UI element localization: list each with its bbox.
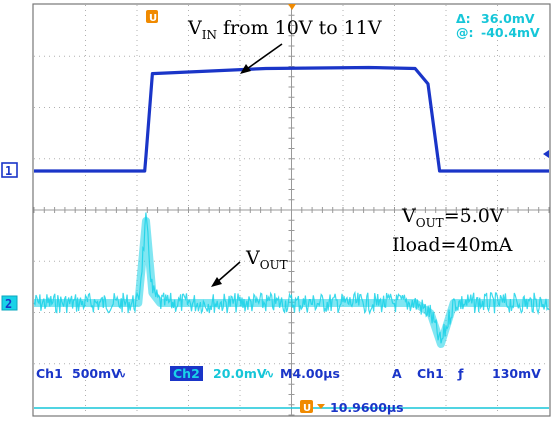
at-value: -40.4mV	[481, 25, 540, 40]
svg-text:U: U	[149, 13, 157, 24]
ch2-ground-marker: 2	[1, 295, 18, 311]
status-bar: Ch1 500mV ∿ Ch2 20.0mV ∿ M4.00µs A Ch1 ƒ…	[36, 366, 541, 381]
ch1-coupling: ∿	[116, 366, 126, 381]
delta-label: Δ:	[456, 11, 471, 26]
annotation-arrows	[211, 43, 283, 287]
trigger-position-marker	[288, 4, 296, 10]
vout-arrowhead	[211, 277, 222, 287]
cursor-time-readout: U 10.9600µs	[300, 400, 404, 415]
svg-text:1: 1	[5, 164, 12, 178]
waveform-traces	[33, 65, 550, 348]
vout-setting-annotation: VOUT=5.0V	[401, 205, 504, 230]
trigger-slope: ƒ	[457, 366, 464, 381]
vin-annotation: VIN from 10V to 11V	[187, 17, 382, 42]
ch2-label: Ch2	[173, 366, 200, 381]
ch1-ground-marker: 1	[1, 162, 18, 178]
vin-arrowhead	[240, 64, 251, 74]
svg-text:U: U	[303, 403, 311, 414]
svg-text:2: 2	[5, 297, 12, 311]
ch1-label: Ch1	[36, 366, 63, 381]
iload-annotation: Iload=40mA	[392, 234, 513, 256]
vin-arrow	[243, 43, 283, 72]
ch2-trace	[34, 217, 549, 348]
at-label: @:	[456, 25, 474, 40]
vout-annotation: VOUT	[245, 247, 288, 272]
ch2-coupling: ∿	[264, 366, 274, 381]
cursor-marker: U	[146, 10, 158, 24]
trigger-level-marker	[543, 150, 549, 158]
ch2-label-box	[170, 366, 203, 381]
cursor-readout: Δ: 36.0mV @: -40.4mV	[456, 11, 540, 40]
delta-value: 36.0mV	[481, 11, 535, 26]
ch2-scale: 20.0mV	[213, 366, 267, 381]
ch1-trace	[34, 65, 549, 173]
vout-arrow	[215, 261, 241, 284]
cursor-time-value: 10.9600µs	[330, 400, 404, 415]
trigger-level: 130mV	[492, 366, 541, 381]
graticule	[33, 4, 550, 416]
timebase: M4.00µs	[280, 366, 340, 381]
trigger-mode: A	[392, 366, 402, 381]
ch1-scale: 500mV	[72, 366, 121, 381]
trigger-source: Ch1	[417, 366, 444, 381]
ch2-trace-noise	[33, 212, 550, 344]
